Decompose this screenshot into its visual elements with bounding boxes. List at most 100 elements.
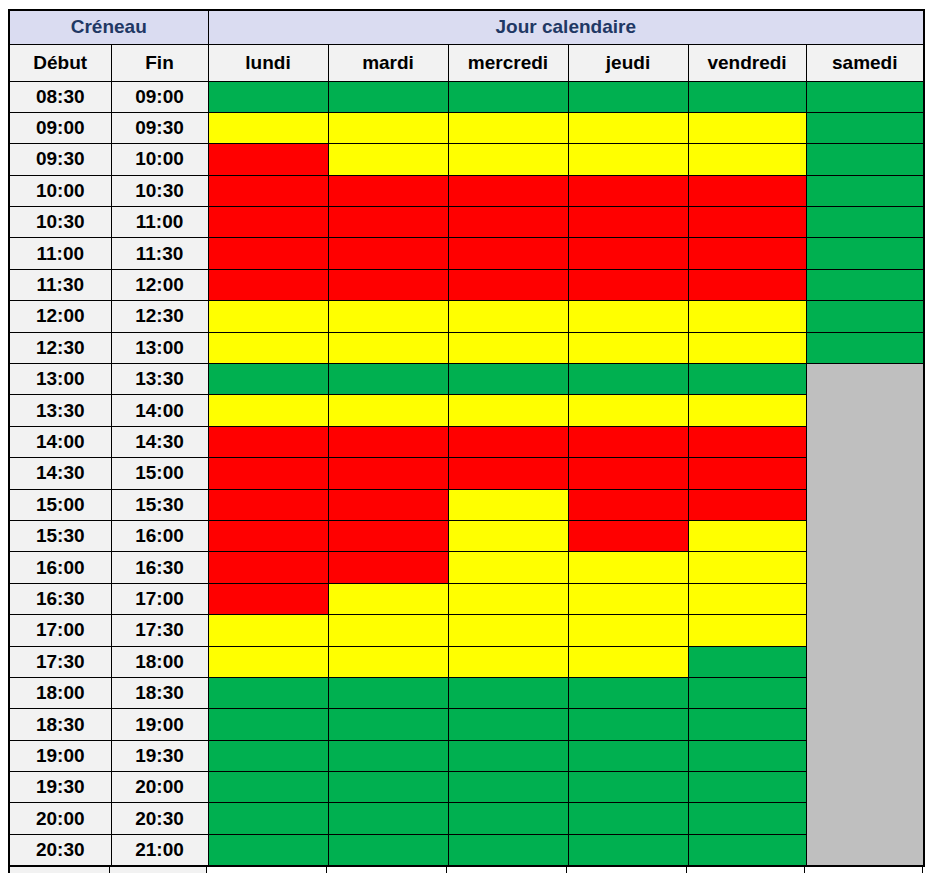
- slot-cell-jeudi[interactable]: [568, 144, 688, 175]
- slot-cell-jeudi[interactable]: [568, 364, 688, 395]
- slot-cell-jeudi[interactable]: [568, 81, 688, 112]
- column-header-jeudi[interactable]: jeudi: [568, 44, 688, 81]
- slot-cell-mercredi[interactable]: [448, 395, 568, 426]
- slot-cell-lundi[interactable]: [208, 364, 328, 395]
- slot-cell-mardi[interactable]: [328, 834, 448, 865]
- slot-cell-jeudi[interactable]: [568, 489, 688, 520]
- fin-time-cell[interactable]: 21:00: [111, 834, 208, 865]
- slot-cell-jeudi[interactable]: [568, 207, 688, 238]
- slot-cell-mardi[interactable]: [328, 709, 448, 740]
- slot-cell-lundi[interactable]: [208, 646, 328, 677]
- debut-time-cell[interactable]: 12:30: [9, 332, 111, 363]
- slot-cell-mercredi[interactable]: [448, 332, 568, 363]
- slot-cell-samedi[interactable]: [806, 238, 924, 269]
- slot-cell-lundi[interactable]: [208, 395, 328, 426]
- debut-time-cell[interactable]: 09:30: [9, 144, 111, 175]
- debut-time-cell[interactable]: 16:30: [9, 583, 111, 614]
- slot-cell-jeudi[interactable]: [568, 269, 688, 300]
- slot-cell-mardi[interactable]: [328, 740, 448, 771]
- slot-cell-mercredi[interactable]: [448, 583, 568, 614]
- debut-time-cell[interactable]: 13:00: [9, 364, 111, 395]
- slot-cell-lundi[interactable]: [208, 238, 328, 269]
- slot-cell-lundi[interactable]: [208, 332, 328, 363]
- slot-cell-jeudi[interactable]: [568, 458, 688, 489]
- slot-cell-jeudi[interactable]: [568, 583, 688, 614]
- slot-cell-vendredi[interactable]: [688, 677, 806, 708]
- debut-time-cell[interactable]: 14:30: [9, 458, 111, 489]
- slot-cell-lundi[interactable]: [208, 269, 328, 300]
- slot-cell-lundi[interactable]: [208, 772, 328, 803]
- debut-time-cell[interactable]: 16:00: [9, 552, 111, 583]
- debut-time-cell[interactable]: 17:00: [9, 615, 111, 646]
- slot-cell-mardi[interactable]: [328, 144, 448, 175]
- slot-cell-mardi[interactable]: [328, 772, 448, 803]
- debut-time-cell[interactable]: 20:00: [9, 803, 111, 834]
- slot-cell-mercredi[interactable]: [448, 615, 568, 646]
- column-header-lundi[interactable]: lundi: [208, 44, 328, 81]
- slot-cell-mardi[interactable]: [328, 269, 448, 300]
- slot-cell-jeudi[interactable]: [568, 834, 688, 865]
- slot-cell-lundi[interactable]: [208, 112, 328, 143]
- slot-cell-lundi[interactable]: [208, 458, 328, 489]
- fin-time-cell[interactable]: 12:00: [111, 269, 208, 300]
- fin-time-cell[interactable]: 11:00: [111, 207, 208, 238]
- fin-time-cell[interactable]: 14:30: [111, 426, 208, 457]
- slot-cell-samedi[interactable]: [806, 332, 924, 363]
- slot-cell-mercredi[interactable]: [448, 112, 568, 143]
- debut-time-cell[interactable]: 15:30: [9, 520, 111, 551]
- slot-cell-jeudi[interactable]: [568, 709, 688, 740]
- column-header-fin[interactable]: Fin: [111, 44, 208, 81]
- slot-cell-lundi[interactable]: [208, 615, 328, 646]
- slot-cell-mardi[interactable]: [328, 520, 448, 551]
- slot-cell-mercredi[interactable]: [448, 207, 568, 238]
- slot-cell-lundi[interactable]: [208, 175, 328, 206]
- slot-cell-mercredi[interactable]: [448, 677, 568, 708]
- slot-cell-lundi[interactable]: [208, 520, 328, 551]
- debut-time-cell[interactable]: 13:30: [9, 395, 111, 426]
- slot-cell-lundi[interactable]: [208, 677, 328, 708]
- slot-cell-vendredi[interactable]: [688, 772, 806, 803]
- fin-time-cell[interactable]: 11:30: [111, 238, 208, 269]
- slot-cell-lundi[interactable]: [208, 144, 328, 175]
- slot-cell-jeudi[interactable]: [568, 803, 688, 834]
- slot-cell-samedi[interactable]: [806, 81, 924, 112]
- fin-time-cell[interactable]: 15:30: [111, 489, 208, 520]
- slot-cell-samedi[interactable]: [806, 207, 924, 238]
- debut-time-cell[interactable]: 11:30: [9, 269, 111, 300]
- debut-time-cell[interactable]: 10:00: [9, 175, 111, 206]
- slot-cell-mardi[interactable]: [328, 81, 448, 112]
- slot-cell-mercredi[interactable]: [448, 269, 568, 300]
- fin-time-cell[interactable]: 18:00: [111, 646, 208, 677]
- slot-cell-mardi[interactable]: [328, 646, 448, 677]
- slot-cell-vendredi[interactable]: [688, 112, 806, 143]
- slot-cell-jeudi[interactable]: [568, 677, 688, 708]
- slot-cell-lundi[interactable]: [208, 301, 328, 332]
- slot-cell-samedi[interactable]: [806, 144, 924, 175]
- slot-cell-lundi[interactable]: [208, 552, 328, 583]
- debut-time-cell[interactable]: 10:30: [9, 207, 111, 238]
- slot-cell-lundi[interactable]: [208, 834, 328, 865]
- fin-time-cell[interactable]: 13:30: [111, 364, 208, 395]
- slot-cell-mercredi[interactable]: [448, 740, 568, 771]
- column-header-vendredi[interactable]: vendredi: [688, 44, 806, 81]
- slot-cell-vendredi[interactable]: [688, 520, 806, 551]
- slot-cell-mardi[interactable]: [328, 489, 448, 520]
- slot-cell-mardi[interactable]: [328, 615, 448, 646]
- slot-cell-mardi[interactable]: [328, 426, 448, 457]
- debut-time-cell[interactable]: 18:00: [9, 677, 111, 708]
- debut-time-cell[interactable]: 17:30: [9, 646, 111, 677]
- debut-time-cell[interactable]: 12:00: [9, 301, 111, 332]
- slot-cell-jeudi[interactable]: [568, 772, 688, 803]
- slot-cell-vendredi[interactable]: [688, 583, 806, 614]
- slot-cell-vendredi[interactable]: [688, 332, 806, 363]
- debut-time-cell[interactable]: 19:00: [9, 740, 111, 771]
- fin-time-cell[interactable]: 16:30: [111, 552, 208, 583]
- fin-time-cell[interactable]: 10:30: [111, 175, 208, 206]
- debut-time-cell[interactable]: 09:00: [9, 112, 111, 143]
- slot-cell-jeudi[interactable]: [568, 332, 688, 363]
- slot-cell-vendredi[interactable]: [688, 646, 806, 677]
- slot-cell-mercredi[interactable]: [448, 772, 568, 803]
- slot-cell-vendredi[interactable]: [688, 740, 806, 771]
- fin-time-cell[interactable]: 09:30: [111, 112, 208, 143]
- slot-cell-vendredi[interactable]: [688, 615, 806, 646]
